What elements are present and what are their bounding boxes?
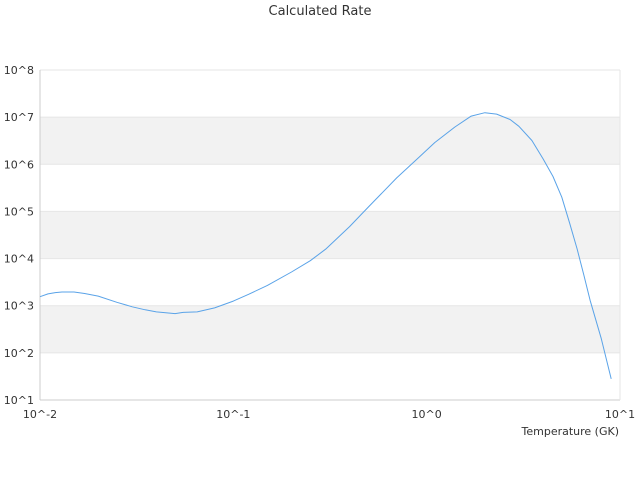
tick-labels: 10^110^210^310^410^510^610^710^810^-2 10^…	[4, 64, 635, 421]
y-tick-label: 10^8	[4, 64, 34, 77]
x-tick-label: 10^-1	[216, 408, 250, 421]
y-tick-label: 10^3	[4, 300, 34, 313]
grid-band	[40, 211, 620, 259]
y-tick-label: 10^4	[4, 253, 34, 266]
grid-band	[40, 305, 620, 353]
x-axis-label: Temperature (GK)	[521, 425, 620, 438]
y-tick-label: 10^6	[4, 158, 34, 171]
grid-band	[40, 117, 620, 165]
chart-title: Calculated Rate	[268, 4, 372, 19]
y-tick-label: 10^2	[4, 347, 34, 360]
y-tick-label: 10^1	[4, 394, 34, 407]
plot-axes	[39, 70, 621, 401]
y-tick-label: 10^7	[4, 111, 34, 124]
x-tick-label: 10^0	[412, 408, 442, 421]
rate-series-line	[39, 112, 612, 380]
x-tick-label: 10^-2	[23, 408, 57, 421]
y-tick-label: 10^5	[4, 205, 34, 218]
x-tick-label: 10^1	[605, 408, 635, 421]
series-lines	[39, 112, 612, 380]
plot-bands	[40, 69, 620, 354]
